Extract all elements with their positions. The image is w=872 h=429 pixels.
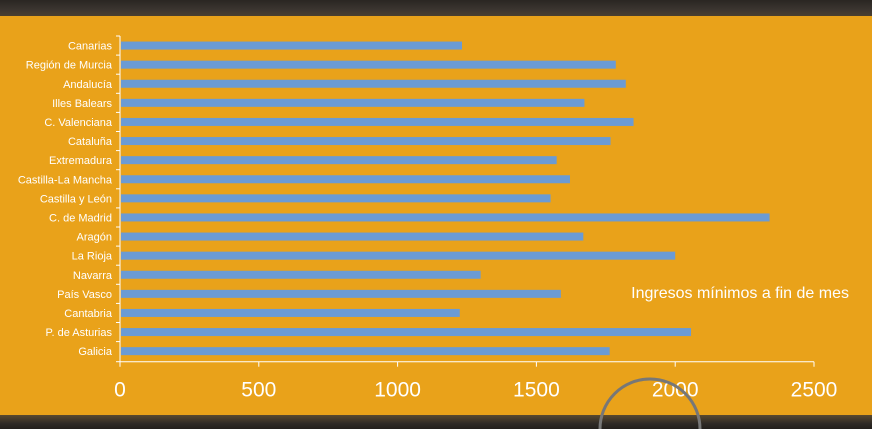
bar	[121, 41, 463, 50]
category-label: Castilla y León	[40, 193, 112, 205]
category-label: Cataluña	[68, 136, 113, 148]
axes-layer	[116, 35, 815, 367]
bar	[121, 270, 481, 279]
bottom-decorative-band	[0, 415, 872, 429]
x-tick-label: 2000	[652, 379, 699, 402]
bar	[121, 194, 551, 203]
x-tick-label: 500	[241, 379, 276, 402]
x-tick-label: 0	[114, 379, 126, 402]
bar	[121, 117, 634, 126]
bar	[121, 137, 611, 146]
category-label: Canarias	[68, 41, 113, 53]
bar	[121, 60, 616, 69]
decorative-circle-arc	[598, 377, 702, 429]
category-label: Illes Balears	[52, 98, 112, 110]
bar	[121, 213, 770, 222]
chart-annotation: Ingresos mínimos a fin de mes	[631, 285, 849, 302]
bar	[121, 308, 460, 317]
category-label: Región de Murcia	[26, 60, 113, 72]
category-label: Extremadura	[49, 155, 113, 167]
category-label: Andalucía	[63, 79, 113, 91]
x-tick-label: 2500	[791, 379, 838, 402]
x-tick-label: 1000	[374, 379, 421, 402]
bar	[121, 156, 557, 165]
bar	[121, 98, 585, 107]
bar	[121, 289, 561, 298]
category-label: Castilla-La Mancha	[18, 174, 113, 186]
labels-layer: Canarias Región de Murcia Andalucía Illes B…	[18, 41, 838, 402]
bars-layer	[121, 41, 770, 356]
category-label: C. Valenciana	[44, 117, 113, 129]
top-decorative-band	[0, 0, 872, 16]
category-label: País Vasco	[57, 289, 112, 301]
bar	[121, 328, 692, 337]
bar	[121, 232, 584, 241]
category-label: Navarra	[73, 270, 113, 282]
category-label: Aragón	[77, 232, 112, 244]
x-tick-label: 1500	[513, 379, 560, 402]
bar	[121, 79, 626, 88]
category-label: Cantabria	[64, 308, 113, 320]
category-label: La Rioja	[72, 251, 113, 263]
category-label: Galicia	[78, 346, 113, 358]
category-label: C. de Madrid	[49, 212, 112, 224]
bar	[121, 347, 610, 356]
bar	[121, 175, 570, 184]
bar	[121, 251, 676, 260]
category-label: P. de Asturias	[46, 327, 113, 339]
